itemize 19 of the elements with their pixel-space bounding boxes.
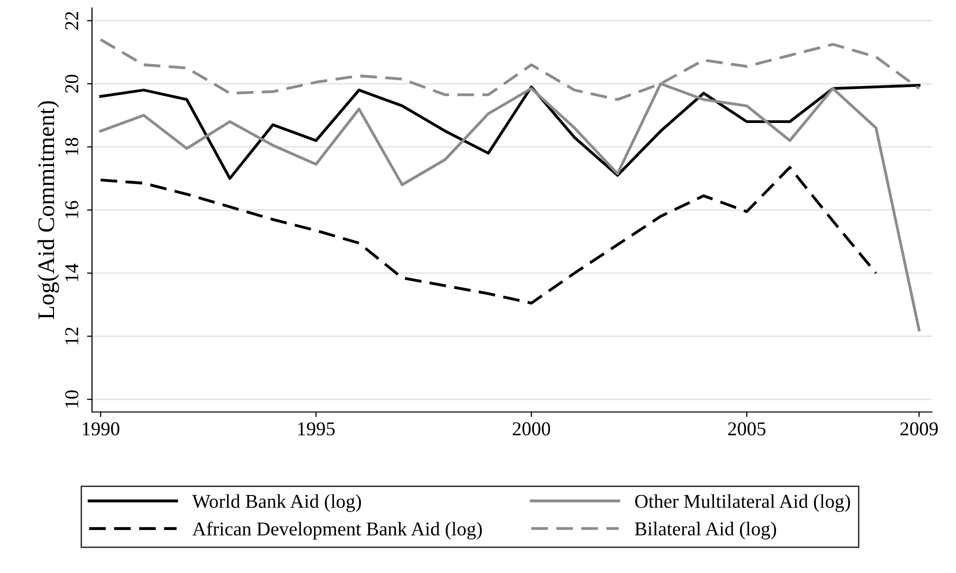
legend-label: Other Multilateral Aid (log) xyxy=(635,494,850,512)
y-tick-label: 22 xyxy=(65,12,78,30)
line-series xyxy=(99,166,878,304)
y-tick-label: 14 xyxy=(65,264,78,282)
y-tick-label: 18 xyxy=(65,138,78,155)
x-tick-label: 2005 xyxy=(728,422,766,436)
y-tick-label: 12 xyxy=(65,328,78,344)
legend-label: Bilateral Aid (log) xyxy=(634,522,776,540)
y-axis-title: Log(Aid Commitment) xyxy=(38,101,60,320)
legend-label: World Bank Aid (log) xyxy=(192,494,361,512)
y-tick-label: 16 xyxy=(65,200,78,218)
line-series xyxy=(99,84,920,180)
x-tick-label: 2000 xyxy=(512,422,550,436)
x-tick-label: 1990 xyxy=(82,422,120,436)
x-tick-label: 1995 xyxy=(298,422,335,436)
x-tick-label: 2009 xyxy=(900,422,938,436)
y-tick-label: 10 xyxy=(65,390,78,408)
legend-label: African Development Bank Aid (log) xyxy=(192,522,482,540)
y-tick-label: 20 xyxy=(65,74,78,93)
